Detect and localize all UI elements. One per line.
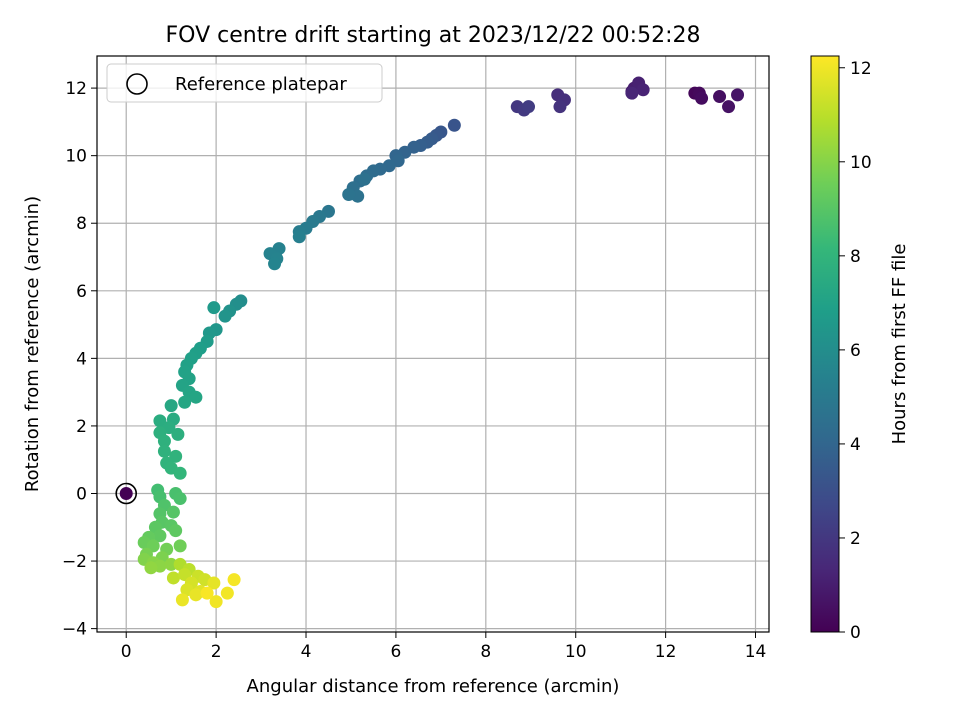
x-tick-label: 10 (565, 642, 587, 662)
colorbar: 0 2 4 6 8 10 12 Hours from first FF file (810, 55, 910, 643)
data-point (553, 100, 567, 114)
legend-marker-ring (126, 73, 148, 95)
y-axis-label: Rotation from reference (arcmin) (22, 196, 43, 492)
y-tick-label: 8 (76, 214, 87, 234)
x-tick-label: 2 (211, 642, 222, 662)
data-point (153, 414, 167, 428)
colorbar-tick-label: 2 (850, 529, 861, 549)
colorbar-gradient (810, 55, 840, 633)
data-point (171, 427, 185, 441)
data-point (164, 399, 178, 413)
colorbar-label: Hours from first FF file (889, 244, 910, 445)
chart-title: FOV centre drift starting at 2023/12/22 … (166, 23, 701, 48)
colorbar-tick-label: 12 (850, 59, 872, 79)
y-tick-label: −2 (62, 552, 87, 572)
data-point (173, 492, 187, 506)
reference-marker (115, 482, 138, 505)
x-tick-label: 4 (301, 642, 312, 662)
legend-box (106, 63, 383, 103)
data-point (636, 83, 650, 97)
x-tick-label: 8 (480, 642, 491, 662)
data-point (169, 524, 183, 538)
data-point (342, 188, 356, 202)
colorbar-tick-label: 6 (850, 341, 861, 361)
data-point (227, 573, 241, 587)
data-point (166, 571, 180, 585)
data-point (218, 309, 232, 323)
data-point (625, 86, 639, 100)
data-point (157, 434, 171, 448)
x-tick-label: 6 (391, 642, 402, 662)
colorbar-ticks: 0 2 4 6 8 10 12 (839, 59, 872, 643)
y-axis-ticks: −4 −2 0 2 4 6 8 10 12 (62, 79, 97, 640)
x-tick-label: 0 (121, 642, 132, 662)
data-point (144, 561, 158, 575)
y-tick-label: −4 (62, 620, 87, 640)
data-point (166, 505, 180, 519)
legend: Reference platepar (106, 63, 383, 103)
data-point (220, 586, 234, 600)
data-point (173, 466, 187, 480)
data-point (713, 90, 727, 104)
y-tick-label: 4 (76, 349, 87, 369)
data-point (200, 586, 214, 600)
data-point (209, 595, 223, 609)
data-point (178, 395, 192, 409)
x-axis-label: Angular distance from reference (arcmin) (247, 676, 620, 697)
data-point (722, 100, 736, 114)
data-point (447, 118, 461, 132)
colorbar-tick-label: 4 (850, 435, 861, 455)
y-tick-label: 0 (76, 484, 87, 504)
colorbar-tick-label: 8 (850, 247, 861, 267)
grid (97, 56, 769, 632)
y-tick-label: 6 (76, 282, 87, 302)
plot-frame (96, 55, 770, 633)
data-point (157, 444, 171, 458)
x-tick-label: 12 (655, 642, 677, 662)
y-tick-label: 10 (65, 147, 87, 167)
data-point (173, 539, 187, 553)
scatter-points (137, 76, 745, 609)
data-point (207, 576, 221, 590)
reference-ring (115, 482, 138, 505)
y-tick-label: 12 (65, 79, 87, 99)
x-axis-ticks: 0 2 4 6 8 10 12 14 (121, 632, 767, 662)
data-point (207, 301, 221, 315)
data-point (164, 557, 178, 571)
data-point (153, 529, 167, 543)
data-point (695, 91, 709, 105)
colorbar-tick-label: 10 (850, 153, 872, 173)
x-tick-label: 14 (745, 642, 767, 662)
data-point (189, 588, 203, 602)
data-point (175, 593, 189, 607)
data-point (731, 88, 745, 102)
y-tick-label: 2 (76, 417, 87, 437)
data-point (169, 449, 183, 463)
data-point (292, 230, 306, 244)
data-point (357, 172, 371, 186)
reference-point (119, 486, 133, 500)
legend-label: Reference platepar (175, 74, 347, 95)
colorbar-tick-label: 0 (850, 623, 861, 643)
data-point (522, 100, 536, 114)
data-point (189, 390, 203, 404)
data-point (268, 257, 282, 271)
